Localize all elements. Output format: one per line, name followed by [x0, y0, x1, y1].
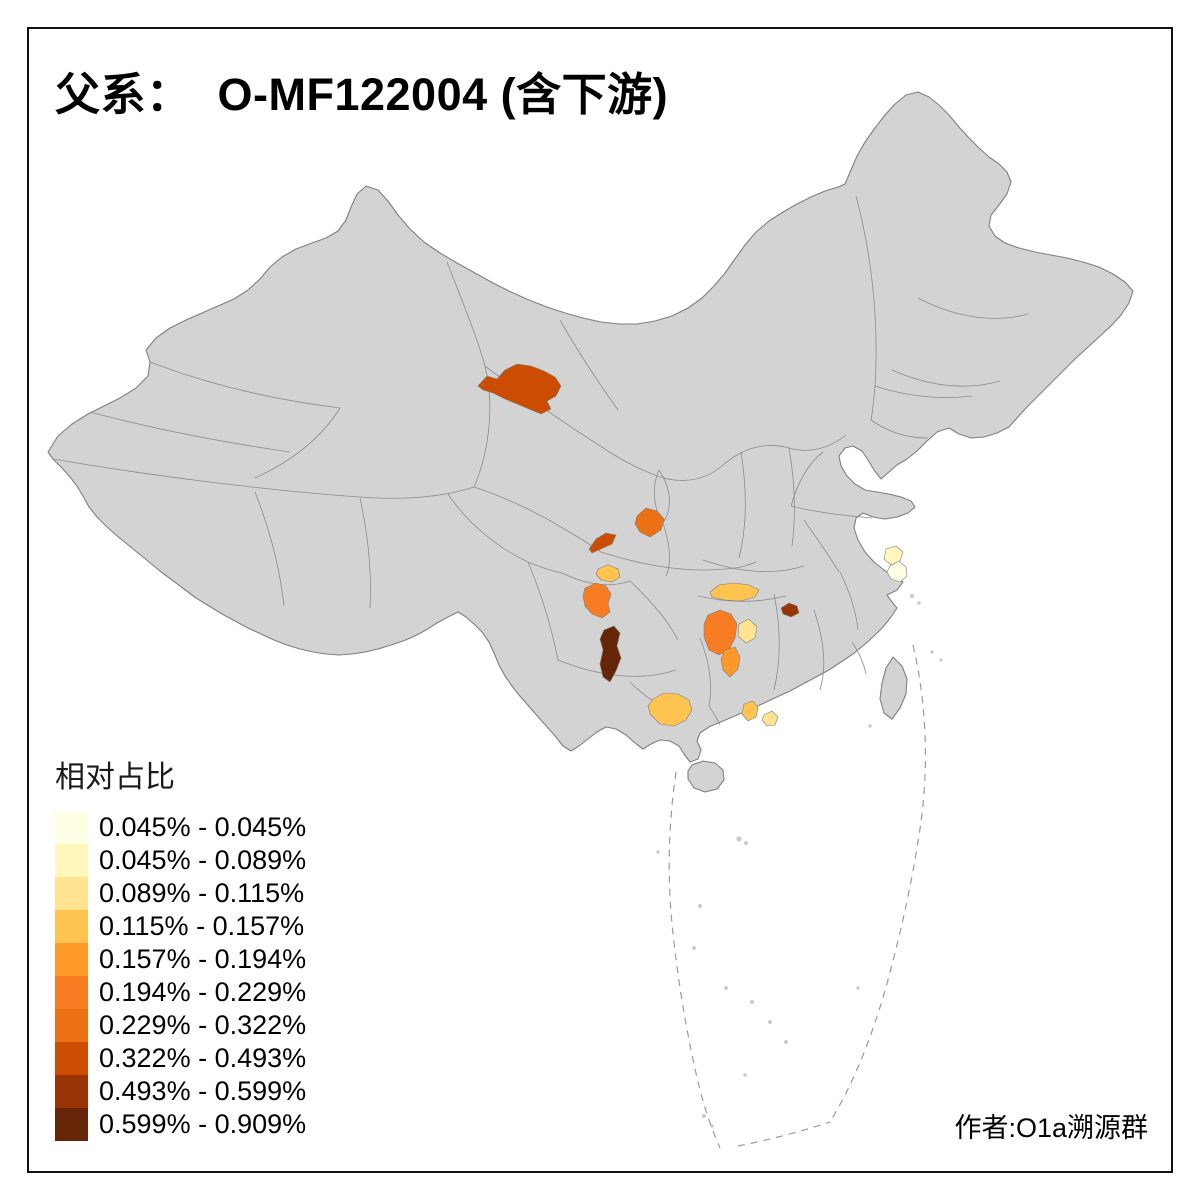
region-northeast-guangdong: [761, 710, 779, 727]
legend-label: 0.493% - 0.599%: [99, 1076, 307, 1106]
legend-swatch: [55, 1042, 88, 1075]
legend-swatch: [55, 844, 88, 877]
region-west-sichuan: [582, 582, 612, 619]
region-south-jiangsu: [883, 545, 904, 566]
legend-swatch: [55, 811, 88, 844]
region-west-inner-mongolia: [477, 363, 562, 415]
legend-label: 0.115% - 0.157%: [99, 911, 305, 941]
taiwan-island: [879, 656, 908, 720]
legend-swatch: [55, 877, 88, 910]
legend-swatch: [55, 910, 88, 943]
region-west-hubei: [709, 582, 760, 602]
legend-row: 0.599% - 0.909%: [55, 1108, 306, 1141]
legend-row: 0.322% - 0.493%: [55, 1042, 306, 1075]
region-northwest-jiangxi: [780, 602, 800, 618]
sea-dash-line-east: [829, 644, 927, 1123]
region-central-guangxi: [647, 692, 693, 727]
region-south-gansu: [634, 507, 665, 538]
sea-islands: [656, 594, 943, 1128]
legend-swatch: [55, 943, 88, 976]
legend-title: 相对占比: [55, 761, 175, 794]
land-group: [47, 91, 1134, 793]
legend-label: 0.089% - 0.115%: [99, 878, 305, 908]
legend-swatch: [55, 1108, 88, 1141]
legend-label: 0.229% - 0.322%: [99, 1010, 307, 1040]
legend-row: 0.115% - 0.157%: [55, 910, 306, 943]
legend-label: 0.045% - 0.045%: [99, 812, 307, 842]
legend-row: 0.045% - 0.045%: [55, 811, 306, 844]
legend-row: 0.493% - 0.599%: [55, 1075, 306, 1108]
legend-label: 0.157% - 0.194%: [99, 944, 307, 974]
region-south-hunan: [720, 646, 741, 678]
china-mainland: [47, 91, 1134, 763]
region-south-sichuan-north-yunnan: [599, 625, 622, 683]
hainan-island: [687, 760, 725, 793]
legend-label: 0.322% - 0.493%: [99, 1043, 307, 1073]
legend-row: 0.157% - 0.194%: [55, 943, 306, 976]
legend-row: 0.194% - 0.229%: [55, 976, 306, 1009]
sea-dash-line-south: [737, 1121, 831, 1147]
legend: 相对占比 0.045% - 0.045% 0.045% - 0.089% 0.0…: [55, 752, 306, 1141]
legend-label: 0.045% - 0.089%: [99, 845, 307, 875]
sea-dash-line-west: [668, 771, 721, 1149]
legend-row: 0.089% - 0.115%: [55, 877, 306, 910]
legend-label: 0.194% - 0.229%: [99, 977, 307, 1007]
legend-label: 0.599% - 0.909%: [99, 1109, 307, 1139]
region-shanghai-area: [886, 560, 908, 583]
highlighted-regions: [477, 363, 908, 727]
legend-row: 0.045% - 0.089%: [55, 844, 306, 877]
legend-row: 0.229% - 0.322%: [55, 1009, 306, 1042]
south-china-sea-boundary: [668, 644, 927, 1149]
attribution: 作者:O1a溯源群: [954, 1113, 1148, 1143]
region-central-hunan: [737, 618, 758, 644]
region-east-qinghai: [595, 564, 621, 583]
legend-swatch: [55, 976, 88, 1009]
page-title: 父系： O-MF122004 (含下游): [55, 69, 669, 120]
legend-swatch: [55, 1075, 88, 1108]
region-north-guangdong: [741, 700, 759, 722]
legend-swatch: [55, 1009, 88, 1042]
region-gansu-qinghai-strip: [588, 532, 617, 554]
